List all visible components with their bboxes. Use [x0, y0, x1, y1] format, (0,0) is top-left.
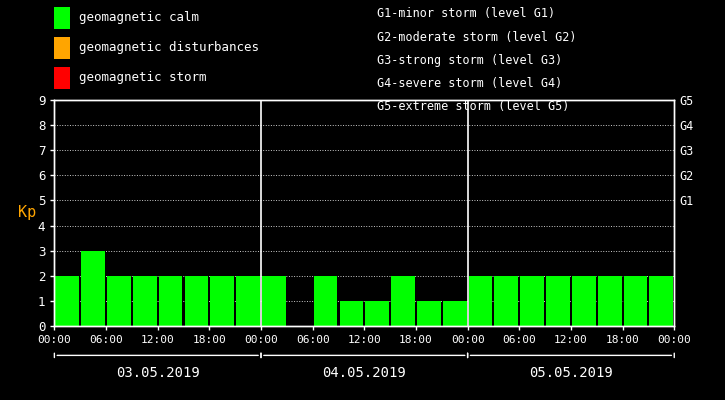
Bar — [598, 276, 621, 326]
Bar — [494, 276, 518, 326]
Text: G1-minor storm (level G1): G1-minor storm (level G1) — [377, 8, 555, 20]
Bar — [210, 276, 234, 326]
Bar — [262, 276, 286, 326]
Bar — [185, 276, 208, 326]
Bar — [624, 276, 647, 326]
Bar — [107, 276, 130, 326]
Text: 03.05.2019: 03.05.2019 — [116, 366, 199, 380]
Bar — [365, 301, 389, 326]
Bar — [572, 276, 596, 326]
Bar — [443, 301, 467, 326]
Bar — [546, 276, 570, 326]
Bar — [339, 301, 363, 326]
Bar — [392, 276, 415, 326]
Bar — [133, 276, 157, 326]
Bar — [159, 276, 183, 326]
Text: geomagnetic disturbances: geomagnetic disturbances — [79, 42, 259, 54]
Text: geomagnetic storm: geomagnetic storm — [79, 72, 207, 84]
Bar — [417, 301, 441, 326]
Text: G2-moderate storm (level G2): G2-moderate storm (level G2) — [377, 31, 576, 44]
Bar — [55, 276, 79, 326]
Text: 05.05.2019: 05.05.2019 — [529, 366, 613, 380]
Bar — [314, 276, 337, 326]
Text: geomagnetic calm: geomagnetic calm — [79, 12, 199, 24]
Text: 04.05.2019: 04.05.2019 — [323, 366, 406, 380]
Text: G5-extreme storm (level G5): G5-extreme storm (level G5) — [377, 100, 569, 113]
Bar — [468, 276, 492, 326]
Bar — [81, 251, 105, 326]
Bar — [650, 276, 674, 326]
Y-axis label: Kp: Kp — [17, 206, 36, 220]
Bar — [236, 276, 260, 326]
Text: G3-strong storm (level G3): G3-strong storm (level G3) — [377, 54, 563, 67]
Text: G4-severe storm (level G4): G4-severe storm (level G4) — [377, 77, 563, 90]
Bar — [521, 276, 544, 326]
